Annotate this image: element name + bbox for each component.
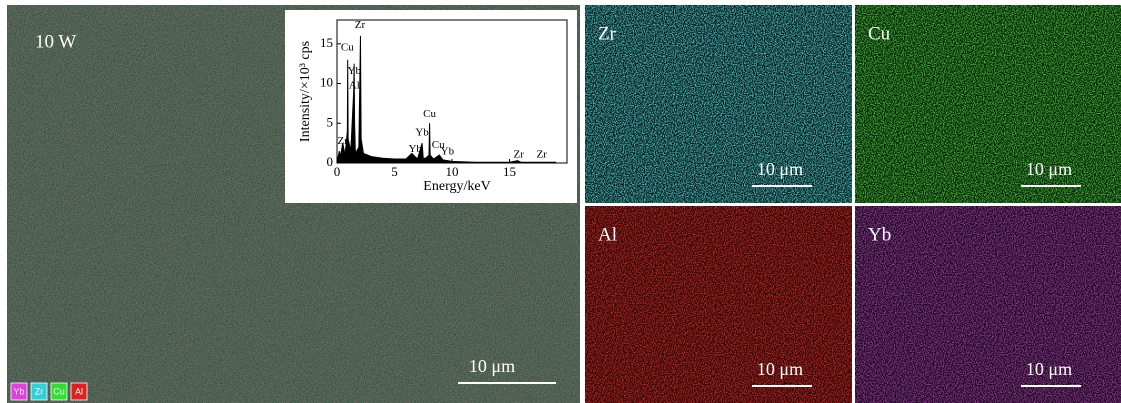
peak-label: Zr [537, 149, 548, 161]
peak-label: Yb [348, 65, 362, 77]
map-panel: Al 10 μm [585, 206, 852, 403]
y-tick-label: 5 [327, 114, 334, 129]
legend-label: Al [75, 386, 83, 396]
x-tick-label: 5 [391, 164, 398, 179]
y-tick-label: 10 [320, 75, 333, 90]
y-tick-label: 15 [320, 35, 333, 50]
x-axis-label: Energy/keV [423, 179, 490, 194]
panel-label: Yb [868, 224, 891, 245]
peak-label: Zr [514, 149, 525, 161]
scale-bar-label: 10 μm [469, 356, 515, 376]
spectrum [336, 35, 556, 164]
peak-label: Zr [338, 135, 349, 147]
element-map [585, 206, 852, 403]
peak-label: Cu [423, 108, 436, 120]
legend-swatch [10, 382, 28, 401]
legend-label: Zr [35, 386, 44, 396]
peak-label: Yb [441, 145, 455, 157]
scale-bar-label: 10 μm [757, 159, 803, 179]
panel-label: Cu [868, 23, 891, 44]
x-tick-label: 10 [446, 164, 459, 179]
x-tick-label: 15 [503, 164, 516, 179]
x-tick-label: 0 [334, 164, 341, 179]
peak-label: Zr [355, 19, 366, 31]
panel-label: 10 W [35, 31, 76, 52]
inset-background [285, 10, 577, 203]
y-axis-label: Intensity/×10³ cps [298, 41, 313, 142]
scale-bar-label: 10 μm [757, 359, 803, 379]
legend-swatch [70, 382, 88, 401]
map-panel: Zr 10 μm [585, 5, 852, 203]
legend-label: Yb [13, 386, 24, 396]
scale-bar-label: 10 μm [1026, 159, 1072, 179]
legend-swatch [50, 382, 68, 401]
element-map [855, 206, 1121, 403]
panel-label: Al [598, 224, 617, 245]
map-panel: Cu 10 μm [855, 5, 1121, 203]
legend-label: Cu [53, 386, 65, 396]
peak-label: Yb [408, 143, 422, 155]
scale-bar-label: 10 μm [1026, 359, 1072, 379]
peak-label: Cu [341, 41, 354, 53]
y-tick-label: 0 [327, 154, 334, 169]
panel-label: Zr [598, 23, 617, 44]
legend-swatch [30, 382, 48, 401]
map-panel: Yb 10 μm [855, 206, 1121, 403]
element-map [855, 5, 1121, 203]
peak-label: Cu [432, 139, 445, 151]
peak-label: Al [349, 79, 360, 91]
element-map [585, 5, 852, 203]
peak-label: Yb [415, 126, 429, 138]
